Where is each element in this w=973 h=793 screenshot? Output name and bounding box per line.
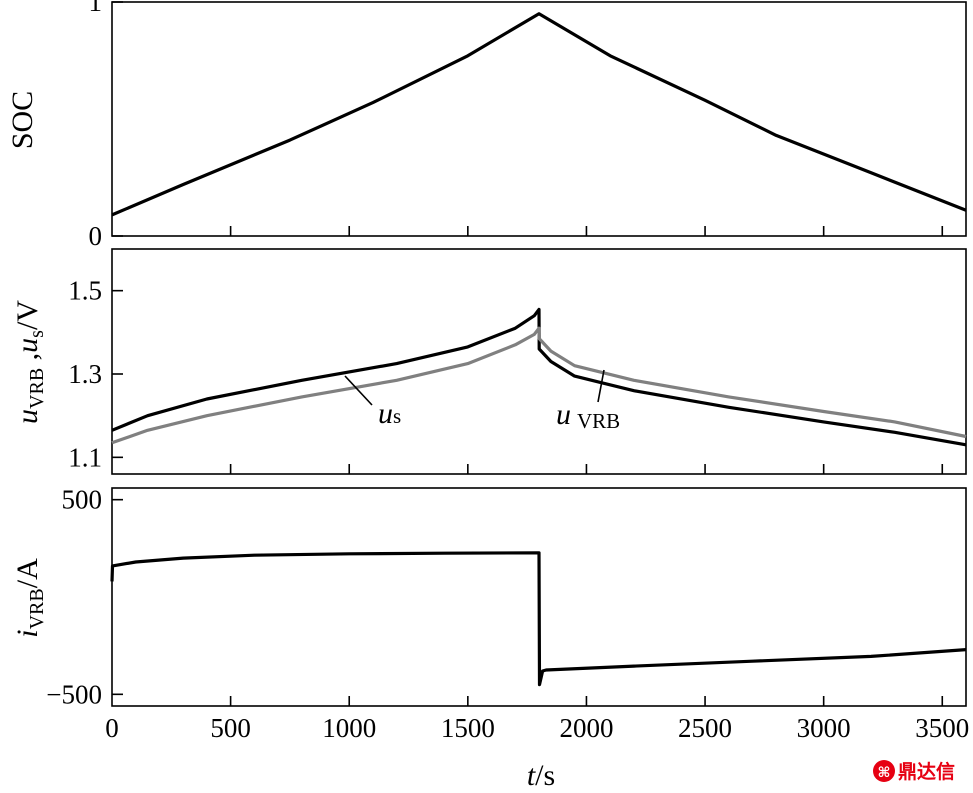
voltage-y-title-comma: ,	[11, 353, 44, 368]
current-plot-frame	[111, 487, 967, 707]
voltage-lines	[111, 307, 967, 447]
voltage-series-u-s	[111, 326, 967, 445]
voltage-y-tick-label: 1.1	[68, 442, 102, 472]
watermark-badge-icon	[873, 760, 895, 782]
soc-plot-frame	[111, 1, 967, 237]
current-x-tick-labels: 0 500 1000 1500 2000 2500 3000 3500	[105, 713, 969, 743]
voltage-y-title-u2: u	[11, 338, 44, 353]
us-callout-main: u	[378, 397, 393, 430]
uvrb-callout-line	[597, 369, 605, 403]
x-tick-label: 500	[210, 713, 251, 743]
watermark-logo: ⌘ 鼎达信	[873, 760, 955, 783]
x-tick-label: 0	[105, 713, 119, 743]
current-y-ticks: −500 500	[46, 485, 123, 709]
soc-panel: 01 SOC	[6, 0, 967, 251]
uvrb-callout-sub: VRB	[577, 409, 620, 433]
voltage-y-ticks: 1.1 1.3 1.5	[68, 276, 123, 472]
voltage-plot-frame	[111, 248, 967, 475]
x-tick-label: 1000	[322, 713, 376, 743]
voltage-y-axis-title: uVRB ,us/V	[11, 300, 48, 424]
us-callout-sub: s	[393, 404, 401, 428]
soc-lines	[111, 12, 967, 217]
soc-series-line	[111, 12, 967, 217]
voltage-y-tick-label: 1.3	[68, 359, 102, 389]
watermark-text: 鼎达信	[898, 760, 955, 783]
x-title-unit: /s	[535, 759, 555, 792]
soc-y-axis-title: SOC	[6, 91, 39, 149]
current-lines	[110, 551, 967, 687]
x-tick-label: 3000	[797, 713, 851, 743]
current-series-i-vrb	[110, 551, 967, 687]
us-callout-line	[344, 375, 373, 406]
current-x-ticks	[229, 696, 944, 706]
voltage-panel: 1.11.31.5 uVRB ,us/V us u VRB	[11, 248, 967, 475]
uvrb-callout-label: u VRB	[556, 398, 620, 433]
soc-y-ticks: 01	[89, 0, 123, 251]
voltage-y-title-unit: /V	[11, 300, 44, 330]
voltage-y-title-s: s	[26, 330, 48, 338]
voltage-series-u-vrb	[111, 307, 967, 447]
voltage-y-title-vrb: VRB	[26, 368, 48, 409]
current-y-tick-label: −500	[46, 679, 102, 709]
current-y-title-i: i	[11, 629, 44, 637]
current-y-axis-title: iVRB/A	[11, 558, 48, 638]
current-y-title-vrb: VRB	[26, 588, 48, 629]
voltage-y-tick-label: 1.5	[68, 276, 102, 306]
uvrb-callout-main: u	[556, 398, 571, 431]
us-callout-label: us	[378, 397, 401, 430]
x-title-t: t	[527, 759, 536, 792]
watermark-badge-glyph: ⌘	[878, 765, 891, 781]
x-tick-label: 1500	[441, 713, 495, 743]
soc-x-ticks	[229, 226, 944, 236]
x-tick-label: 2000	[559, 713, 613, 743]
current-y-title-unit: /A	[11, 558, 44, 588]
x-axis-title: t/s	[527, 759, 555, 792]
x-tick-label: 3500	[915, 713, 969, 743]
soc-y-tick-label: 1	[89, 0, 103, 17]
voltage-y-title-u1: u	[11, 409, 44, 424]
current-panel: −500 500 iVRB/A 0 500 1000 1500 2000 2500 3000 3…	[11, 485, 969, 792]
x-tick-label: 2500	[678, 713, 732, 743]
voltage-x-ticks	[229, 464, 944, 474]
current-y-tick-label: 500	[62, 485, 103, 515]
soc-y-tick-label: 0	[89, 221, 103, 251]
